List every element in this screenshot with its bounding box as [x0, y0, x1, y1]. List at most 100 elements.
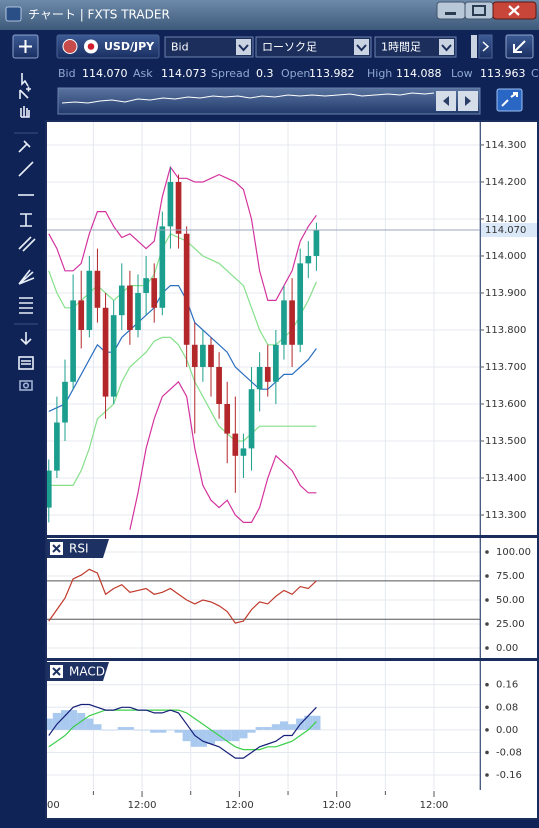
histogram-bar: [47, 718, 53, 730]
candle-body: [200, 344, 206, 367]
candle-body: [289, 300, 295, 345]
navigator-left-icon: [443, 96, 449, 106]
quote-label: High: [367, 67, 392, 80]
histogram-bar: [117, 727, 126, 730]
histogram-bar: [69, 710, 78, 730]
candle-body: [264, 366, 271, 382]
y-tick-label: 114.200: [485, 177, 526, 188]
histogram-bar: [190, 729, 199, 747]
x-tick-label: 00: [47, 800, 60, 811]
y-tick-label: 0.00: [496, 643, 518, 654]
timeframe-dropdown[interactable]: [374, 36, 457, 58]
trendline-tool[interactable]: [18, 161, 34, 177]
time-axis-background: [47, 790, 537, 818]
indicator-line: [48, 165, 317, 301]
dropdown-arrow-button[interactable]: [236, 39, 251, 55]
histogram-bar: [198, 729, 207, 747]
app-icon: [5, 6, 22, 22]
value-axis-background: [481, 538, 537, 658]
indicator-line: [48, 568, 317, 624]
symbol-selector[interactable]: [56, 34, 160, 59]
flag-usd: [62, 39, 78, 54]
panel-title: MACD: [69, 665, 105, 679]
maximize-icon: [472, 5, 486, 16]
candle-body: [118, 285, 125, 316]
download-tool[interactable]: [20, 332, 32, 346]
plot-area: [47, 165, 320, 530]
candle-body: [240, 448, 247, 456]
vertical-line-tool[interactable]: [20, 213, 32, 227]
zoom-button[interactable]: [496, 88, 523, 112]
histogram-bar: [182, 729, 191, 742]
histogram-bar: [231, 729, 240, 742]
y-tick-label: 113.300: [485, 510, 526, 521]
histogram-bar: [60, 710, 70, 730]
quote-label: Spread: [211, 67, 250, 80]
tool-column: [18, 73, 36, 391]
charts: 114.300 114.200 114.100 114.000 113.900 113.8…: [47, 122, 537, 811]
y-tick-label: 113.800: [485, 325, 526, 336]
symbol-label: USD/JPY: [104, 40, 155, 53]
camera-tool[interactable]: [19, 380, 33, 391]
plot-background: [47, 122, 480, 535]
candle-body: [135, 292, 141, 330]
channel-tool[interactable]: [18, 236, 36, 252]
candle-body: [191, 344, 198, 367]
price-type-dropdown[interactable]: [164, 36, 254, 58]
toolbar-more-icon: [482, 41, 490, 52]
tick-mark: [485, 550, 489, 554]
maximize-button[interactable]: [464, 1, 494, 20]
x-tick-label: 12:00: [420, 800, 449, 811]
histogram-bar: [239, 729, 248, 739]
dropdown-arrow-button[interactable]: [439, 39, 454, 55]
y-tick-label: 25.00: [496, 619, 525, 630]
dropdown-arrow-button[interactable]: [354, 39, 369, 55]
flag-jpy-dot: [87, 43, 95, 50]
value-axis-background: [481, 122, 537, 535]
list-tool[interactable]: [18, 356, 34, 370]
crosshair-tool[interactable]: [19, 86, 31, 100]
histogram-bar: [85, 718, 94, 730]
candle-body: [248, 389, 255, 449]
y-tick-label: 0.00: [496, 725, 518, 736]
tick-mark: [485, 574, 489, 578]
candle-body: [70, 300, 76, 382]
fibonacci-tool[interactable]: [19, 297, 33, 314]
pointer-tool[interactable]: [21, 73, 29, 87]
toolbar-scroll[interactable]: [471, 35, 477, 58]
zoom-icon: [501, 92, 518, 107]
indicator-line: [48, 703, 317, 759]
candle-body: [159, 226, 166, 308]
hammer-tool[interactable]: [18, 140, 31, 153]
tick-mark: [485, 705, 489, 710]
quote-value: 0.3: [256, 67, 274, 80]
tool-separator: [14, 132, 38, 325]
y-tick-label: 0.08: [496, 702, 518, 713]
candle-body: [297, 263, 304, 345]
y-tick-label: 113.400: [485, 473, 526, 484]
toolbar-more-button[interactable]: [478, 34, 493, 59]
minimize-button[interactable]: [436, 1, 466, 20]
candle-body: [54, 422, 60, 471]
candle-body: [232, 433, 239, 456]
candle-body: [86, 270, 93, 330]
indicator-line: [48, 336, 317, 486]
histogram-bar: [93, 724, 102, 730]
fan-tool[interactable]: [18, 269, 35, 285]
tick-mark: [485, 598, 489, 602]
minimize-icon: [445, 12, 456, 15]
candle-body: [273, 344, 279, 382]
detach-icon: [513, 40, 526, 53]
histogram-bar: [312, 715, 321, 730]
value-axis-background: [481, 661, 537, 790]
candle-body: [281, 300, 287, 345]
histogram-bar: [263, 727, 272, 730]
y-tick-label: 100.00: [496, 547, 531, 558]
y-tick-label: 114.300: [485, 140, 526, 151]
tick-mark: [485, 622, 489, 626]
hand-tool[interactable]: [20, 106, 30, 118]
tick-mark: [485, 773, 489, 777]
chart-type-dropdown[interactable]: [255, 36, 372, 58]
candle-body: [183, 233, 190, 345]
